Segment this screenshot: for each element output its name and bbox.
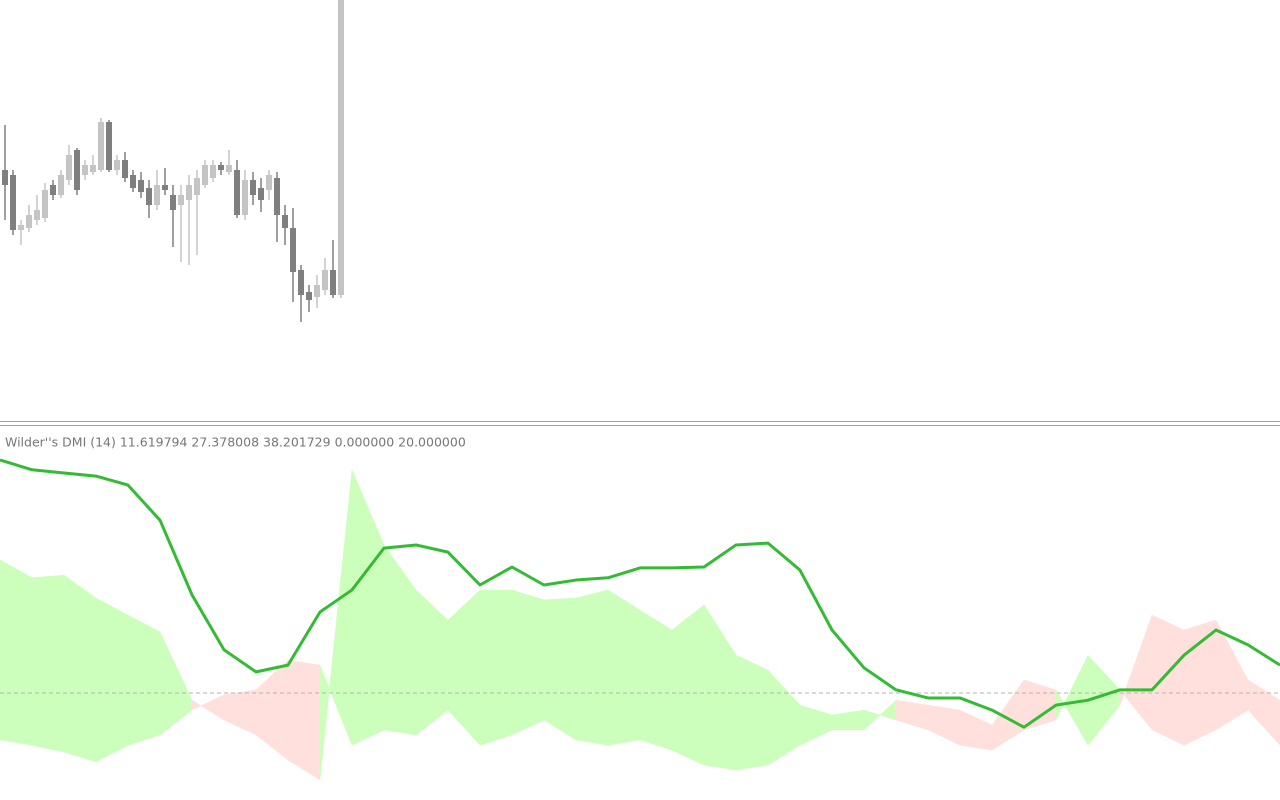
price-panel — [2, 0, 344, 322]
candle-body — [234, 170, 240, 215]
di-band — [63, 574, 97, 763]
candle-body — [314, 285, 320, 297]
candle-body — [74, 150, 80, 190]
di-band — [543, 597, 577, 741]
di-band — [95, 597, 129, 763]
di-band — [127, 614, 161, 746]
candle-body — [66, 155, 72, 180]
adx-line — [0, 458, 1280, 729]
candle-body — [266, 175, 272, 190]
di-band — [31, 574, 65, 753]
candle-body — [154, 185, 160, 205]
di-band — [1183, 619, 1217, 746]
candle-body — [58, 175, 64, 195]
candle-body — [218, 165, 224, 170]
di-band — [287, 659, 321, 781]
candle-body — [258, 188, 264, 200]
candle-body — [338, 0, 344, 295]
candle-body — [122, 160, 128, 178]
candle-body — [242, 180, 248, 215]
candle-body — [82, 165, 88, 175]
candle-body — [202, 165, 208, 185]
candle-body — [274, 178, 280, 215]
candle-body — [306, 292, 312, 300]
candle-body — [170, 195, 176, 210]
candle-body — [146, 188, 152, 205]
di-band — [479, 589, 513, 746]
candle-body — [114, 160, 120, 170]
candle-body — [90, 165, 96, 172]
indicator-panel — [0, 458, 1280, 781]
di-band — [639, 609, 673, 751]
candle-body — [330, 270, 336, 295]
indicator-label: Wilder''s DMI (14) 11.619794 27.378008 3… — [5, 435, 466, 450]
candle-body — [26, 215, 32, 228]
candle-body — [98, 122, 104, 170]
di-band — [575, 589, 609, 746]
candle-body — [210, 165, 216, 178]
candle-body — [42, 190, 48, 218]
candle-body — [138, 180, 144, 192]
candle-body — [10, 175, 16, 230]
di-band — [1247, 679, 1280, 746]
di-band — [0, 559, 33, 746]
candle-body — [194, 178, 200, 195]
candle-body — [34, 210, 40, 220]
candle-body — [186, 185, 192, 200]
candle-body — [226, 165, 232, 172]
candle-body — [18, 225, 24, 230]
candle-body — [250, 180, 256, 195]
di-band — [607, 589, 641, 746]
candle-body — [106, 122, 112, 170]
candle-body — [322, 270, 328, 290]
di-band — [735, 654, 769, 771]
candle-body — [162, 185, 168, 190]
candle-body — [2, 170, 8, 185]
candle-body — [178, 195, 184, 205]
di-band — [671, 604, 705, 766]
di-band — [1151, 614, 1185, 746]
candle-body — [298, 270, 304, 295]
candle-body — [50, 185, 56, 195]
candle-body — [130, 175, 136, 188]
di-band — [511, 589, 545, 736]
candle-body — [282, 215, 288, 228]
candle-body — [290, 228, 296, 272]
